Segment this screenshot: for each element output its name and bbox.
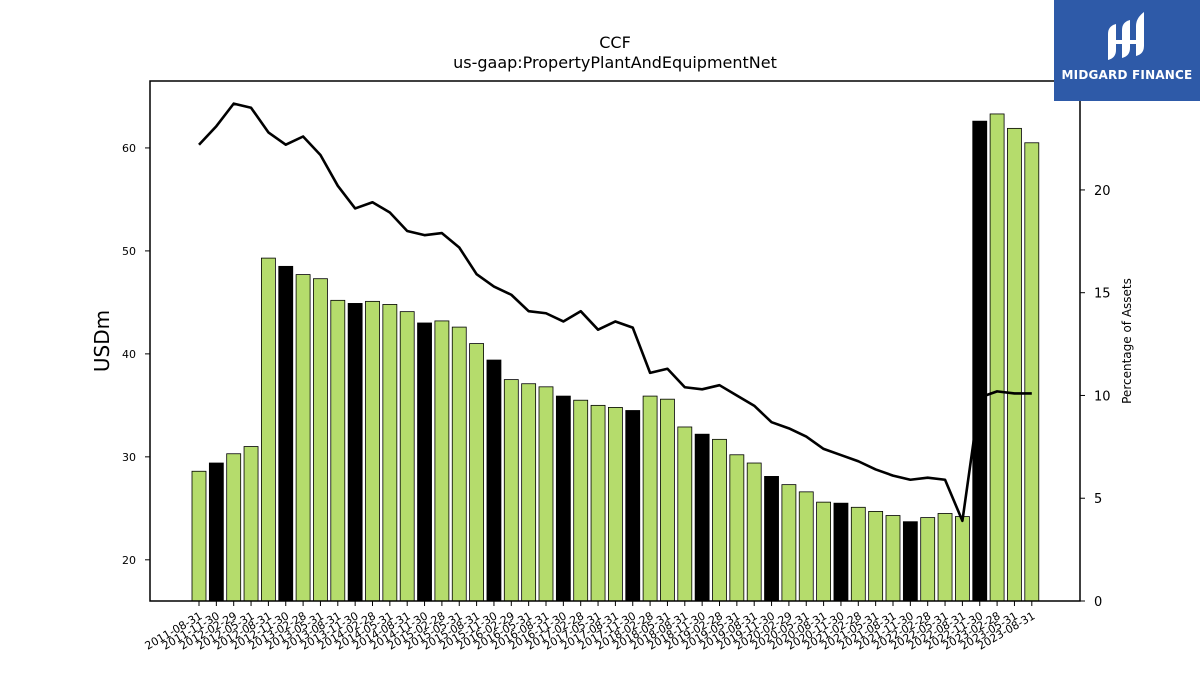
bar-2023-08-31 [1024,142,1040,602]
line-group [198,102,1032,523]
bar-2011-08-31 [191,470,207,602]
bar-2012-02-29 [226,453,242,602]
bar-2014-08-31 [399,311,415,602]
bar-2016-02-29 [503,379,519,602]
bar-2016-08-31 [538,386,554,602]
bar-2021-08-31 [885,515,901,602]
y-right-tick-label-5: 5 [1094,492,1102,507]
y-left-tick-label-60: 60 [122,142,136,155]
y-left-tick-label-30: 30 [122,451,136,464]
bar-2020-11-30 [833,502,849,602]
bar-group [191,113,1040,602]
bar-2018-08-31 [677,426,693,602]
y-right-tick-label-15: 15 [1094,287,1111,302]
y-axis-left-label: USDm [90,310,114,372]
bar-2022-11-30 [972,120,988,602]
bar-2017-08-31 [608,407,623,602]
bar-2014-02-28 [365,300,380,602]
bar-2023-05-31 [1007,127,1022,602]
logo-text: MIDGARD FINANCE [1061,68,1193,82]
bar-2021-11-30 [902,521,918,602]
y-right-tick-label-20: 20 [1094,184,1111,199]
bar-2014-05-31 [382,304,398,602]
bar-2022-08-31 [955,516,970,602]
bar-2022-05-31 [937,513,953,602]
bar-2011-11-30 [208,462,224,602]
y-left-tick-label-40: 40 [122,348,136,361]
bar-2013-11-30 [347,303,363,602]
series-line-percentage-of-assets [198,102,1032,523]
bar-2015-11-30 [486,359,502,602]
bar-2016-05-31 [521,383,537,602]
bar-2017-05-31 [590,404,606,602]
chart-title: CCF [599,33,631,52]
chart-subtitle: us-gaap:PropertyPlantAndEquipmentNet [453,53,777,72]
midgard-logo-icon [1108,12,1144,60]
bar-2013-05-31 [313,278,328,602]
bar-2014-11-30 [417,322,432,602]
bar-2016-11-30 [555,395,571,602]
bar-2020-02-29 [781,484,797,602]
bar-2018-02-28 [642,395,658,602]
y-left-tick-label-20: 20 [122,554,136,567]
brand-logo: MIDGARD FINANCE [1054,0,1200,101]
bar-2013-08-31 [330,299,346,602]
bar-2020-08-31 [816,501,831,602]
bar-2012-08-31 [260,257,276,602]
bar-2021-05-31 [868,511,884,602]
bar-2022-02-28 [920,517,936,602]
bar-2019-08-31 [746,462,762,602]
y-axis-right-label: Percentage of Assets [1120,278,1134,404]
bar-2015-05-31 [451,326,467,602]
bar-2012-11-30 [278,265,294,602]
bar-2019-05-31 [729,454,745,602]
bar-2018-05-31 [660,398,675,602]
bar-2017-02-28 [573,399,589,602]
bar-2015-02-28 [434,320,450,602]
bar-2020-05-31 [798,491,814,602]
bar-2012-05-31 [243,446,259,602]
y-right-tick-label-10: 10 [1094,389,1111,404]
bar-2018-11-30 [694,433,710,602]
bar-2017-11-30 [625,410,641,602]
bar-2021-02-28 [850,506,866,602]
y-left-tick-label-50: 50 [122,245,136,258]
bar-2013-02-28 [295,274,311,602]
y-right-tick-label-0: 0 [1094,595,1102,610]
y-axis-left: 20 30 40 50 60 [122,142,150,567]
bar-2019-11-30 [764,476,779,602]
bar-2015-08-31 [469,343,485,602]
x-axis: 2011-08-312011-11-302012-02-292012-05-31… [143,601,1037,653]
bar-2023-02-28 [989,113,1005,602]
bar-2019-02-28 [712,438,727,602]
y-axis-right: 0 5 10 15 20 [1080,184,1111,610]
